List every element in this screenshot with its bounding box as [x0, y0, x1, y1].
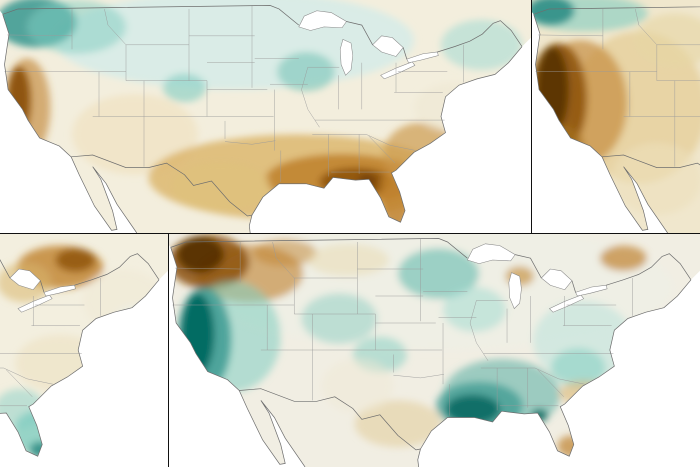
panel-divider-vertical-bottom [168, 233, 169, 467]
map-panel-bottom-left [0, 233, 168, 467]
map-panel-bottom-right [168, 233, 700, 467]
us-anomaly-map-svg [168, 233, 700, 467]
panel-divider-horizontal [0, 233, 700, 234]
map-panel-top-left [0, 0, 531, 233]
us-anomaly-map-svg [0, 0, 531, 233]
panel-divider-vertical-top [531, 0, 532, 233]
us-anomaly-map-svg [0, 233, 168, 467]
us-anomaly-map-svg [531, 0, 700, 233]
map-panel-top-right [531, 0, 700, 233]
